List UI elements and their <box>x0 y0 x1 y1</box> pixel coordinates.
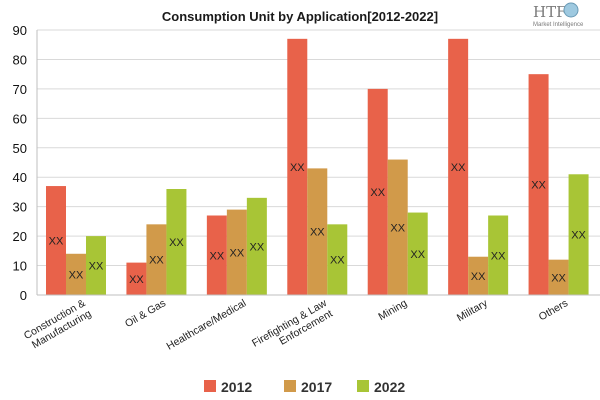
htf-logo: HTF Market Intelligence <box>533 2 584 28</box>
bar-2012 <box>126 262 147 295</box>
bar-2017 <box>548 259 569 295</box>
bar-2017 <box>387 159 408 295</box>
y-tick-label: 10 <box>13 259 27 274</box>
x-tick-label: Construction &Manufacturing <box>22 297 94 352</box>
y-tick-label: 0 <box>20 288 27 303</box>
bar-2017 <box>226 209 247 295</box>
y-tick-label: 50 <box>13 141 27 156</box>
bar-2012 <box>46 186 66 295</box>
chart-title: Consumption Unit by Application[2012-202… <box>162 9 438 24</box>
bar-2017 <box>66 253 86 295</box>
data-label: XX <box>571 230 586 242</box>
legend-swatch-2017 <box>284 380 296 392</box>
logo-brand: HTF <box>533 3 567 21</box>
bar-2022 <box>166 189 187 295</box>
data-label: XX <box>129 274 144 286</box>
x-axis: Construction &Manufacturing Oil & GasHeal… <box>22 294 600 360</box>
x-tick-label: Mining <box>376 297 409 323</box>
data-label: XX <box>410 249 425 261</box>
bar-2022 <box>407 212 428 295</box>
x-tick-label: Military <box>455 297 490 324</box>
legend-label-2022: 2022 <box>374 379 405 395</box>
x-tick-label: Healthcare/Medical <box>165 297 249 352</box>
x-tick-label-line: Military <box>455 297 490 324</box>
logo-globe-icon <box>563 2 579 18</box>
legend-swatch-2012 <box>204 380 216 392</box>
bar-2012 <box>448 38 469 295</box>
bar-2012 <box>367 88 388 295</box>
data-label: XX <box>230 247 245 259</box>
y-tick-label: 20 <box>13 229 27 244</box>
data-labels: XX XX XX XX XX XX XX XX XX XX XX XX XX XX XX XX XX XX XX XX… <box>49 162 587 286</box>
data-label: XX <box>370 187 385 199</box>
x-tick-label-line: Mining <box>376 297 409 323</box>
bar-2022 <box>86 236 106 295</box>
x-tick-label: Firefighting & LawEnforcement <box>250 297 335 360</box>
data-label: XX <box>149 255 164 267</box>
y-tick-label: 40 <box>13 170 27 185</box>
legend-label-2017: 2017 <box>301 379 332 395</box>
data-label: XX <box>290 162 305 174</box>
y-tick-label: 60 <box>13 111 27 126</box>
bar-2017 <box>146 224 167 295</box>
y-tick-label: 30 <box>13 200 27 215</box>
y-tick-label: 90 <box>13 23 27 38</box>
bar-2022 <box>488 215 509 295</box>
bars <box>46 38 589 296</box>
data-label: XX <box>531 180 546 192</box>
data-label: XX <box>49 236 64 248</box>
logo-subtitle: Market Intelligence <box>533 22 584 28</box>
data-label: XX <box>210 250 225 262</box>
data-label: XX <box>169 237 184 249</box>
data-label: XX <box>390 222 405 234</box>
data-label: XX <box>330 255 345 267</box>
bar-2017 <box>468 256 489 295</box>
legend-swatch-2022 <box>357 380 369 392</box>
bar-2022 <box>246 197 267 295</box>
x-tick-label-line: Others <box>537 297 570 323</box>
bar-2017 <box>307 168 328 295</box>
y-tick-label: 70 <box>13 82 27 97</box>
x-tick-label-line: Healthcare/Medical <box>165 297 249 352</box>
data-label: XX <box>250 241 265 253</box>
bar-2022 <box>327 224 348 295</box>
data-label: XX <box>89 261 104 273</box>
legend: 2012 2017 2022 <box>204 379 405 395</box>
bar-2012 <box>206 215 227 295</box>
x-tick-label: Oil & Gas <box>123 297 168 330</box>
bar-2012 <box>528 74 549 296</box>
legend-label-2012: 2012 <box>221 379 252 395</box>
data-label: XX <box>551 272 566 284</box>
bar-2012 <box>287 38 308 295</box>
data-label: XX <box>451 162 466 174</box>
data-label: XX <box>69 269 84 281</box>
x-tick-label-line: Oil & Gas <box>123 297 168 330</box>
x-tick-label: Others <box>537 297 570 323</box>
bar-2022 <box>568 174 589 295</box>
y-axis: 0 10 20 30 40 50 60 70 80 90 <box>13 23 38 303</box>
data-label: XX <box>491 250 506 262</box>
data-label: XX <box>310 227 325 239</box>
y-tick-label: 80 <box>13 52 27 67</box>
data-label: XX <box>471 271 486 283</box>
